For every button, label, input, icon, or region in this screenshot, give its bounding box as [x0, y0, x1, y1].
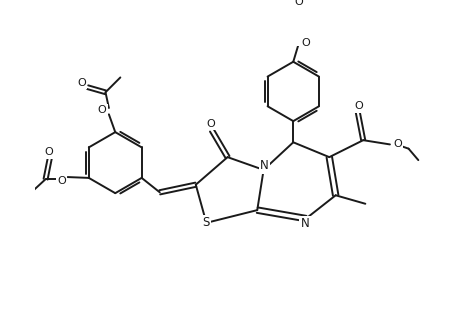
Text: O: O — [301, 38, 310, 48]
Text: O: O — [293, 0, 302, 7]
Text: O: O — [45, 147, 53, 158]
Text: O: O — [392, 138, 401, 149]
Text: N: N — [300, 217, 309, 230]
Text: O: O — [77, 78, 86, 88]
Text: S: S — [202, 216, 210, 229]
Text: O: O — [354, 101, 362, 111]
Text: O: O — [57, 176, 66, 186]
Text: N: N — [259, 159, 268, 172]
Text: O: O — [97, 105, 106, 115]
Text: O: O — [206, 119, 215, 129]
